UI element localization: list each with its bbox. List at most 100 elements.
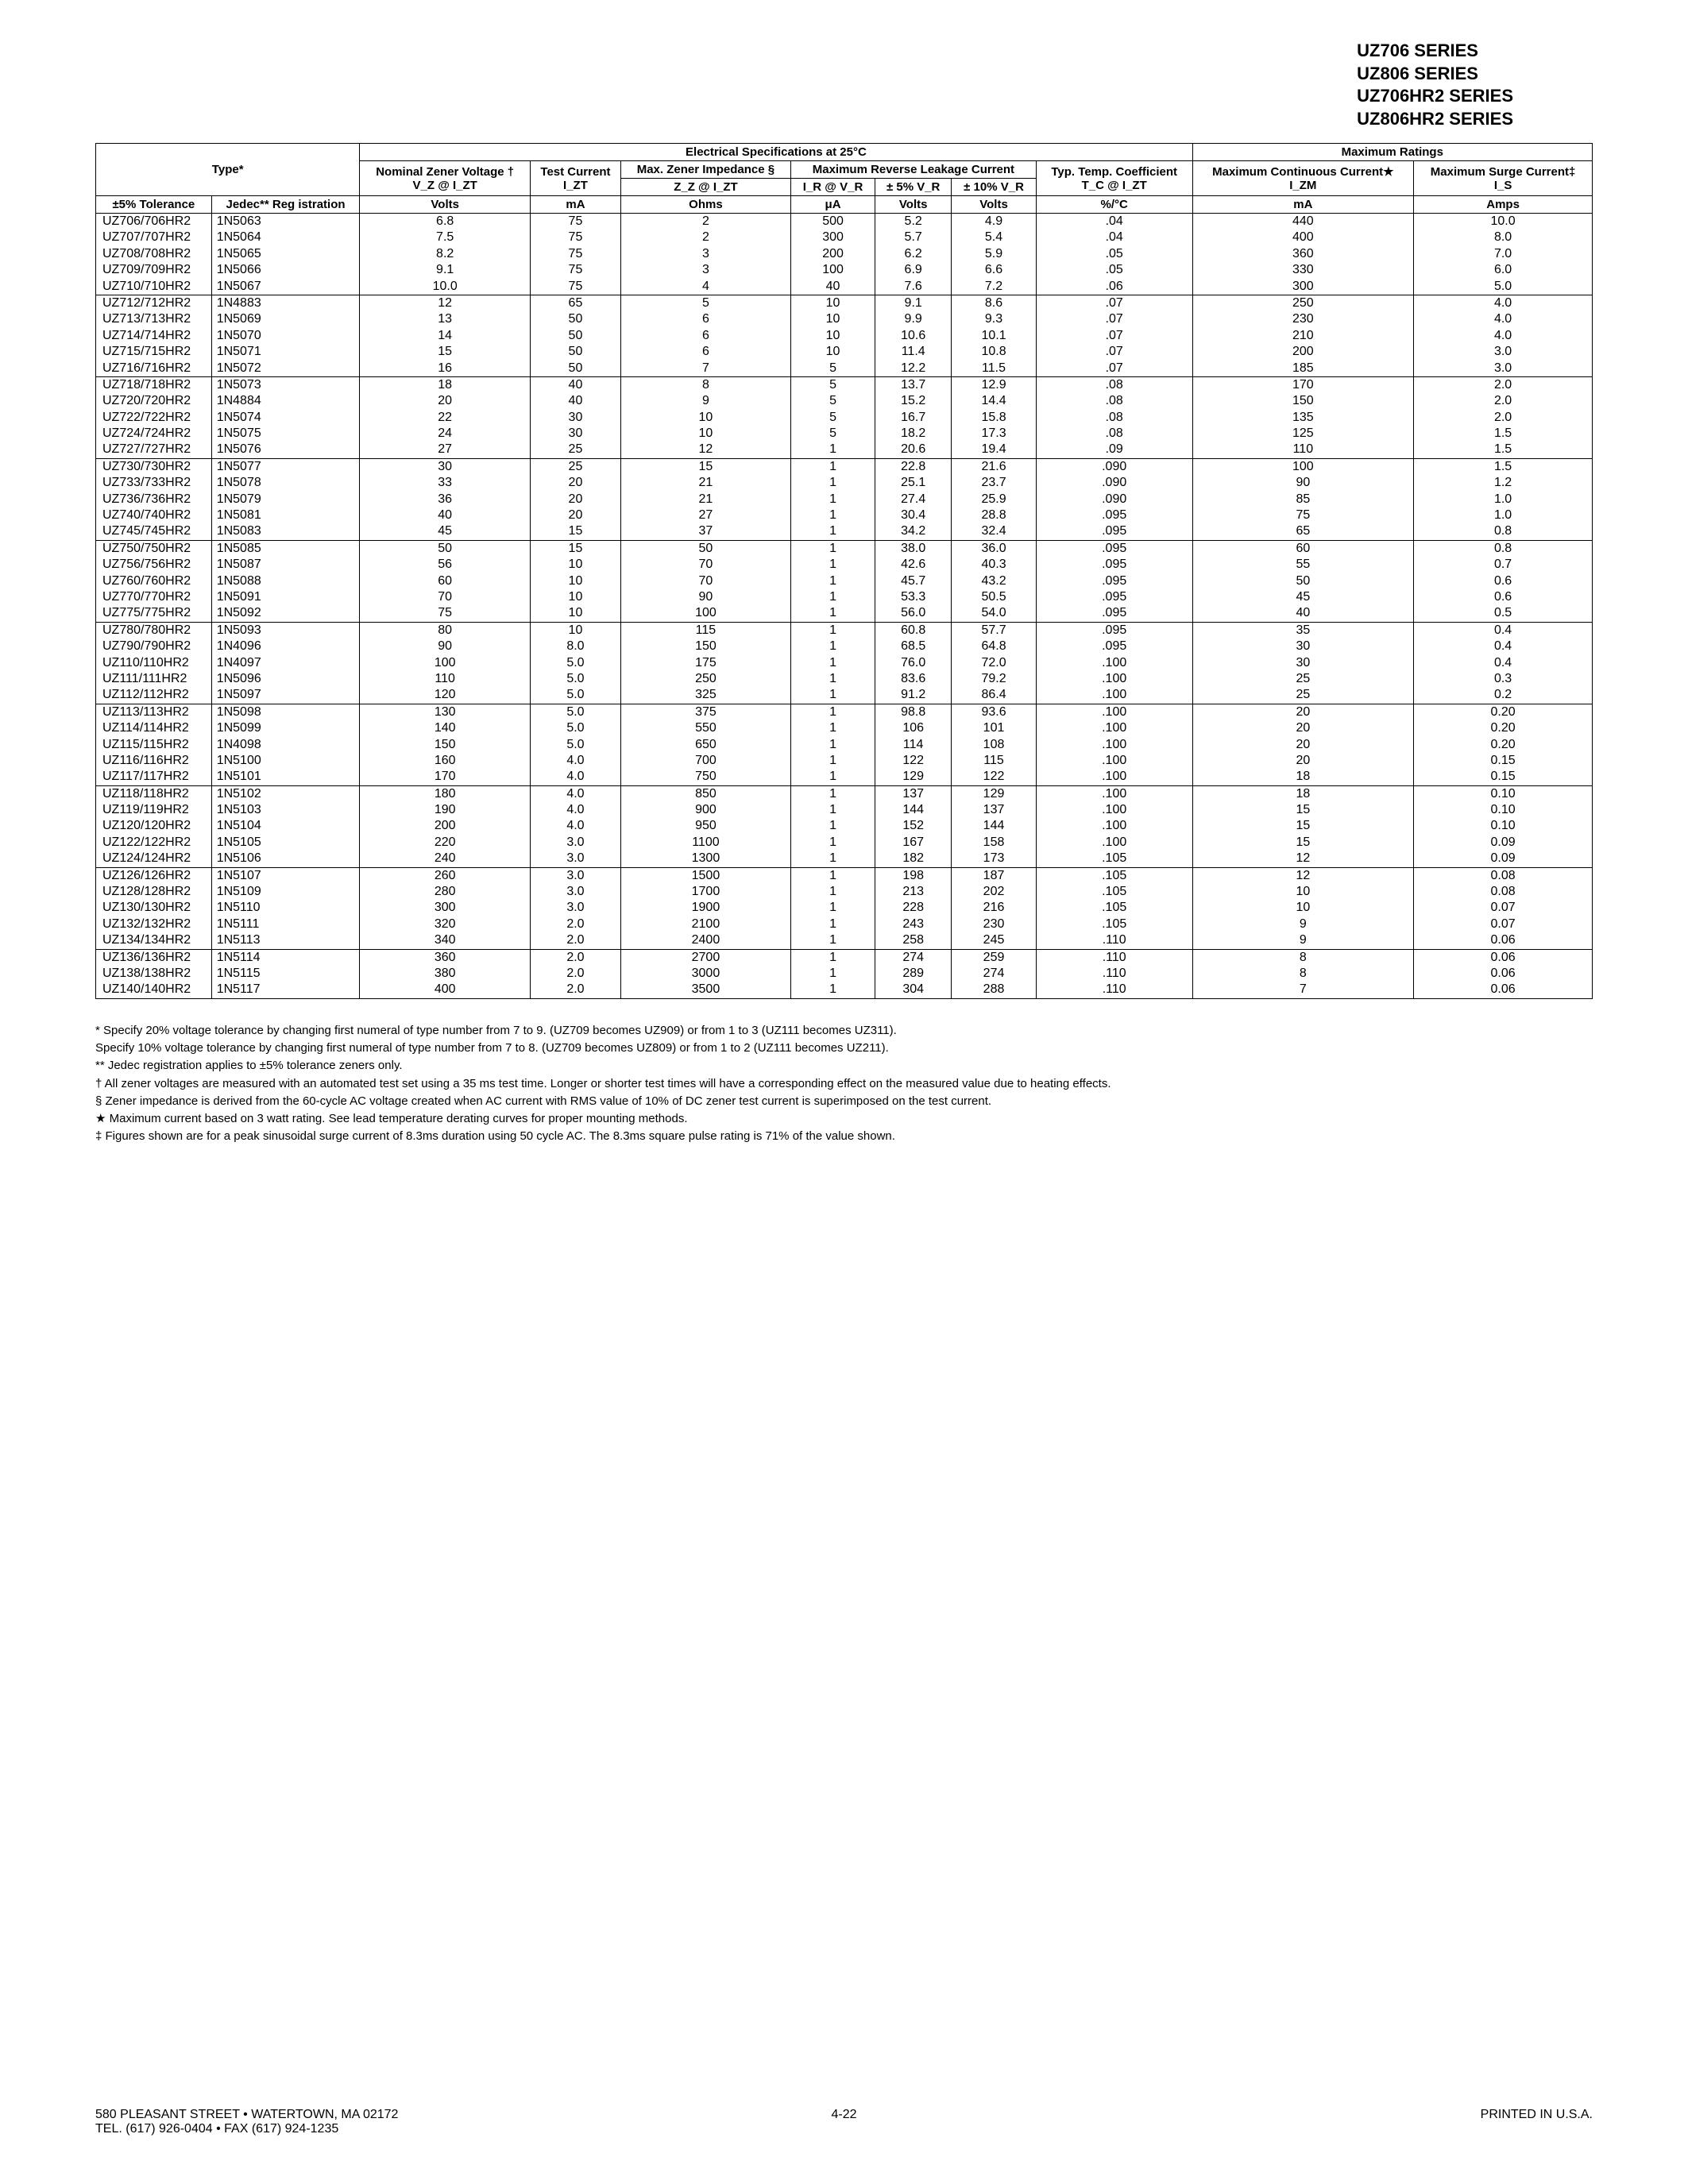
table-cell: 8 xyxy=(1192,966,1414,982)
table-cell: 1N5078 xyxy=(211,475,360,491)
table-cell: 5 xyxy=(790,361,875,377)
table-cell: 12.9 xyxy=(952,376,1037,393)
table-cell: 40 xyxy=(360,507,531,523)
table-cell: 110 xyxy=(360,671,531,687)
table-cell: 250 xyxy=(1192,295,1414,311)
table-cell: 202 xyxy=(952,884,1037,900)
table-cell: UZ714/714HR2 xyxy=(96,328,212,344)
table-cell: 0.07 xyxy=(1414,900,1593,916)
table-cell: 18 xyxy=(360,376,531,393)
table-cell: 5.0 xyxy=(1414,279,1593,295)
table-cell: 190 xyxy=(360,802,531,818)
table-cell: UZ708/708HR2 xyxy=(96,246,212,262)
table-cell: 1N4097 xyxy=(211,655,360,671)
table-row: UZ716/716HR21N507216507512.211.5.071853.… xyxy=(96,361,1593,377)
table-cell: 75 xyxy=(531,279,621,295)
table-cell: .100 xyxy=(1036,704,1192,720)
table-cell: 1N4884 xyxy=(211,393,360,409)
table-cell: 11.4 xyxy=(875,344,952,360)
table-cell: 137 xyxy=(875,785,952,802)
table-cell: 7.5 xyxy=(360,230,531,245)
col-imp: Max. Zener Impedance § xyxy=(620,161,790,179)
footer-right: PRINTED IN U.S.A. xyxy=(1481,2108,1593,2122)
table-cell: 1N5070 xyxy=(211,328,360,344)
table-cell: 50 xyxy=(531,361,621,377)
table-cell: 1 xyxy=(790,851,875,867)
table-cell: 130 xyxy=(360,704,531,720)
table-cell: 5 xyxy=(790,393,875,409)
table-row: UZ780/780HR21N50938010115160.857.7.09535… xyxy=(96,622,1593,639)
table-cell: 55 xyxy=(1192,557,1414,573)
table-cell: 850 xyxy=(620,785,790,802)
table-cell: .105 xyxy=(1036,916,1192,932)
table-cell: .07 xyxy=(1036,295,1192,311)
table-cell: 140 xyxy=(360,720,531,736)
table-row: UZ116/116HR21N51001604.07001122115.10020… xyxy=(96,753,1593,769)
table-cell: 0.8 xyxy=(1414,523,1593,540)
table-cell: 1N5069 xyxy=(211,311,360,327)
table-cell: 440 xyxy=(1192,214,1414,230)
table-cell: 0.06 xyxy=(1414,932,1593,949)
table-cell: 182 xyxy=(875,851,952,867)
col-10pct: ± 10% V_R xyxy=(952,179,1037,196)
table-cell: UZ716/716HR2 xyxy=(96,361,212,377)
table-cell: 9.3 xyxy=(952,311,1037,327)
table-cell: UZ736/736HR2 xyxy=(96,492,212,507)
table-cell: 10 xyxy=(1192,900,1414,916)
series-header: UZ706 SERIES UZ806 SERIES UZ706HR2 SERIE… xyxy=(1357,40,1513,130)
table-row: UZ740/740HR21N5081402027130.428.8.095751… xyxy=(96,507,1593,523)
table-cell: 27 xyxy=(360,442,531,458)
table-cell: 101 xyxy=(952,720,1037,736)
table-cell: 43.2 xyxy=(952,573,1037,589)
table-cell: 0.20 xyxy=(1414,737,1593,753)
table-cell: 300 xyxy=(1192,279,1414,295)
table-cell: UZ709/709HR2 xyxy=(96,262,212,278)
table-row: UZ733/733HR21N5078332021125.123.7.090901… xyxy=(96,475,1593,491)
table-cell: 21 xyxy=(620,475,790,491)
series-line: UZ706 SERIES xyxy=(1357,40,1513,63)
table-cell: .100 xyxy=(1036,655,1192,671)
table-row: UZ727/727HR21N5076272512120.619.4.091101… xyxy=(96,442,1593,458)
table-cell: 8.0 xyxy=(1414,230,1593,245)
table-cell: 75 xyxy=(360,605,531,622)
table-cell: 6.8 xyxy=(360,214,531,230)
table-cell: 304 xyxy=(875,982,952,998)
table-cell: 5 xyxy=(790,410,875,426)
col-cont: Maximum Continuous Current★I_ZM xyxy=(1192,161,1414,196)
table-cell: UZ119/119HR2 xyxy=(96,802,212,818)
table-cell: UZ116/116HR2 xyxy=(96,753,212,769)
table-cell: 7.0 xyxy=(1414,246,1593,262)
table-cell: .095 xyxy=(1036,507,1192,523)
table-cell: 100 xyxy=(790,262,875,278)
table-cell: 0.10 xyxy=(1414,785,1593,802)
table-cell: 1 xyxy=(790,785,875,802)
table-cell: 144 xyxy=(875,802,952,818)
table-cell: UZ110/110HR2 xyxy=(96,655,212,671)
table-cell: 10 xyxy=(790,295,875,311)
table-cell: .100 xyxy=(1036,687,1192,704)
table-cell: UZ715/715HR2 xyxy=(96,344,212,360)
table-cell: 0.06 xyxy=(1414,949,1593,966)
table-cell: 110 xyxy=(1192,442,1414,458)
table-cell: UZ756/756HR2 xyxy=(96,557,212,573)
table-cell: 56 xyxy=(360,557,531,573)
table-cell: 1N5088 xyxy=(211,573,360,589)
table-cell: 30 xyxy=(1192,639,1414,654)
table-cell: 90 xyxy=(620,589,790,605)
table-cell: 1N5110 xyxy=(211,900,360,916)
table-cell: 1 xyxy=(790,622,875,639)
unit: mA xyxy=(531,196,621,214)
table-cell: 200 xyxy=(790,246,875,262)
table-row: UZ138/138HR21N51153802.030001289274.1108… xyxy=(96,966,1593,982)
table-cell: 1900 xyxy=(620,900,790,916)
table-cell: 20 xyxy=(1192,737,1414,753)
table-cell: 100 xyxy=(1192,458,1414,475)
table-cell: .105 xyxy=(1036,851,1192,867)
table-cell: 13.7 xyxy=(875,376,952,393)
table-row: UZ790/790HR21N4096908.0150168.564.8.0953… xyxy=(96,639,1593,654)
table-cell: 7.2 xyxy=(952,279,1037,295)
table-cell: .095 xyxy=(1036,523,1192,540)
table-cell: UZ724/724HR2 xyxy=(96,426,212,442)
table-cell: 1N5099 xyxy=(211,720,360,736)
table-cell: 9.1 xyxy=(360,262,531,278)
